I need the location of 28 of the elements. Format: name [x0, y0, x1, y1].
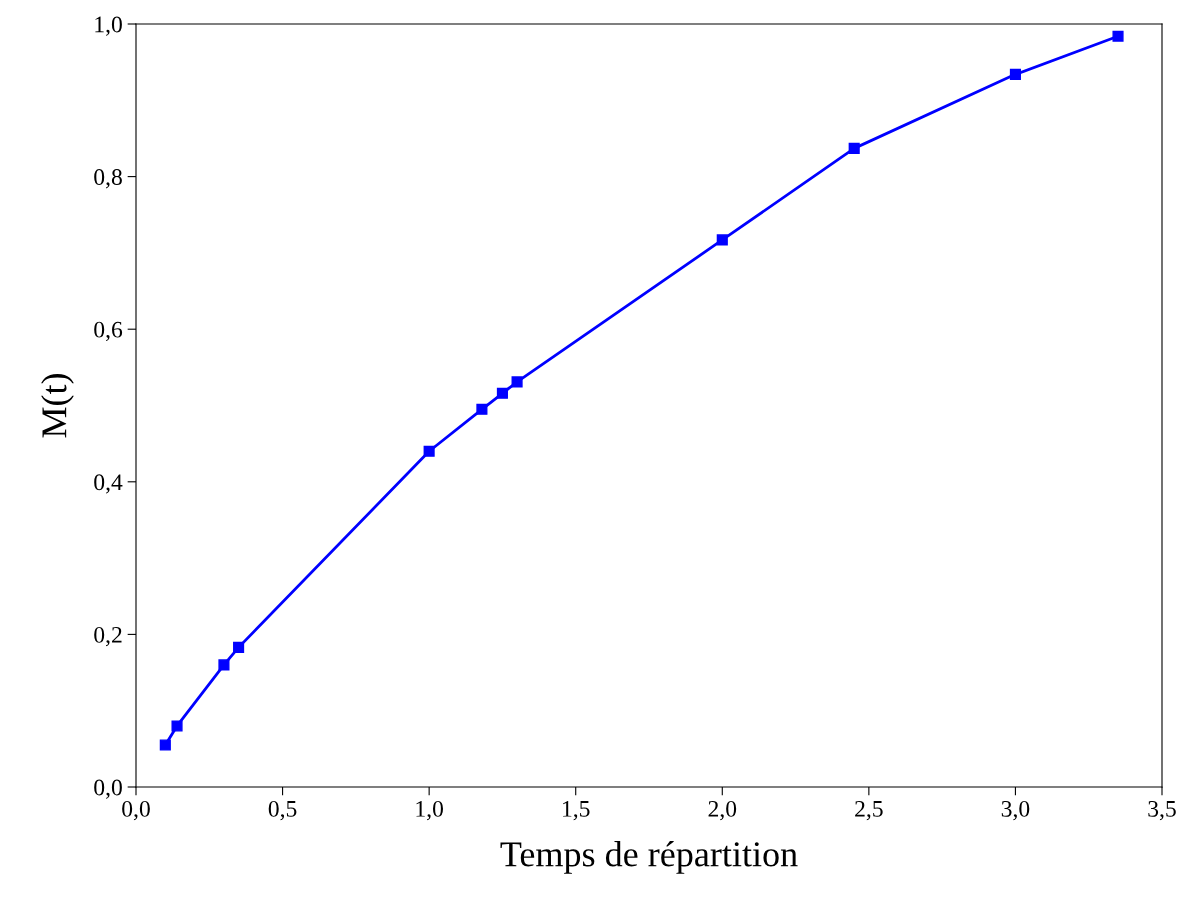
y-tick-label: 0,4 [94, 474, 123, 494]
y-tick-label: 0,2 [94, 626, 122, 647]
point [233, 641, 245, 653]
point [423, 445, 435, 457]
x-tick-label: 3,5 [1148, 800, 1176, 821]
x-tick-label: 3,0 [1001, 800, 1030, 821]
point [511, 376, 523, 388]
point [496, 387, 508, 399]
point [848, 142, 860, 154]
x-tick-label: 1,5 [563, 800, 590, 821]
point [1112, 30, 1124, 42]
point [476, 403, 488, 415]
x-tick-label: 1,0 [416, 800, 443, 821]
y-axis-title: M(t) [41, 373, 74, 438]
point [159, 739, 171, 751]
y-tick-label: 1,0 [95, 16, 122, 36]
x-axis-title: Temps de répartition [500, 841, 798, 874]
x-tick-label: 2,0 [708, 800, 737, 821]
point [218, 659, 230, 671]
y-tick-label: 0,0 [94, 779, 122, 799]
point [716, 234, 728, 246]
x-tick-label: 2,5 [855, 800, 883, 821]
x-tick-label: 0,5 [268, 800, 297, 821]
x-tick-label: 0,0 [122, 800, 150, 821]
y-tick-label: 0,6 [94, 321, 123, 342]
point [171, 720, 183, 732]
y-tick-label: 0,8 [94, 169, 122, 189]
point [1009, 68, 1021, 80]
